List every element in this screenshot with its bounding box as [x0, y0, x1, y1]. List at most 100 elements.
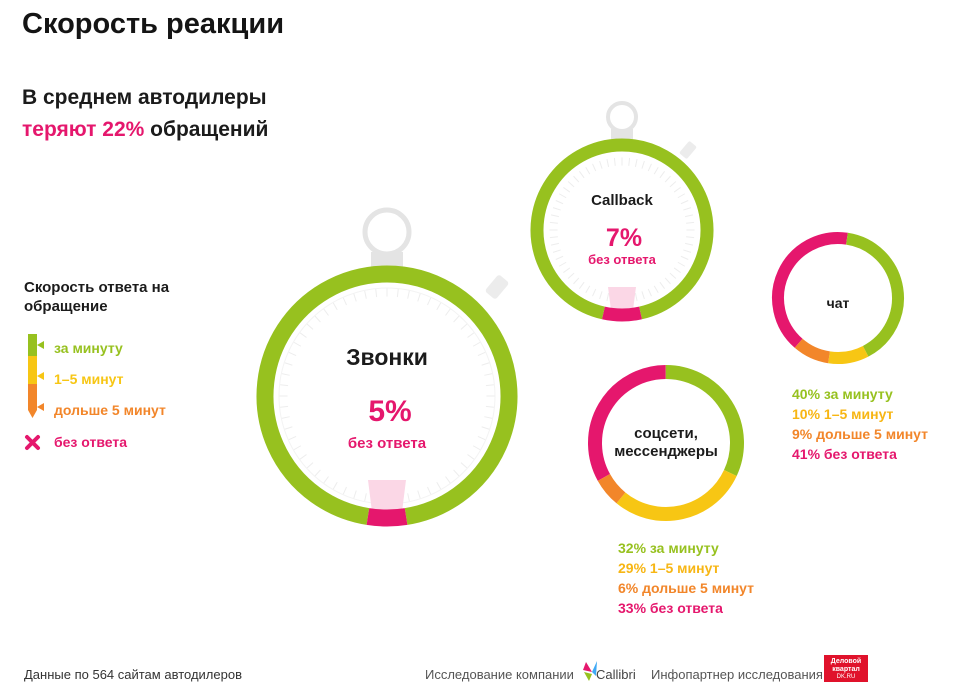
dial-hand-highlight	[608, 287, 636, 310]
chat-stat-medium: 10% 1–5 минут	[792, 406, 894, 422]
dial-tick	[573, 277, 580, 285]
dial-tick	[647, 163, 652, 172]
dial-tick	[445, 308, 451, 316]
dial-tick	[364, 290, 367, 299]
dial-ticks	[549, 157, 695, 303]
dial-tick	[306, 462, 314, 469]
dial-tick	[288, 351, 297, 356]
dial-tick	[477, 436, 486, 441]
footer-partner: Инфопартнер исследования	[651, 667, 823, 682]
donut-slice-1	[616, 469, 737, 521]
legend-swatch-medium	[28, 356, 37, 384]
dial-tick	[659, 281, 666, 289]
social-name-line1: соцсети,	[634, 425, 698, 442]
dial-tick	[484, 373, 493, 376]
calls-value: 5%	[368, 395, 411, 428]
dial-tick	[599, 160, 603, 169]
dial-tick	[573, 175, 580, 183]
legend-label-none: без ответа	[54, 434, 128, 450]
chat-stat-fast: 40% за минуту	[792, 386, 893, 402]
dial-tick	[453, 469, 460, 477]
dial-tick	[375, 289, 378, 298]
dial-tick	[684, 214, 694, 218]
dial-tick	[613, 157, 616, 166]
donut-slice-2	[597, 473, 626, 504]
dial-ticks	[279, 288, 495, 504]
dial-tick	[686, 236, 695, 239]
dial-tick	[436, 302, 442, 311]
dial-tick	[563, 267, 571, 274]
callback-caption: без ответа	[588, 252, 657, 267]
social-stat-medium: 29% 1–5 минут	[618, 560, 720, 576]
dial-tick	[558, 261, 567, 267]
dial-tick	[293, 341, 302, 347]
dial-tick	[436, 481, 442, 490]
dial-tick	[299, 332, 307, 338]
dial-tick	[641, 291, 645, 300]
dial-tick	[669, 272, 677, 279]
legend-label-medium: 1–5 минут	[54, 371, 124, 387]
dial-tick	[417, 293, 421, 302]
dial-tick	[683, 207, 692, 211]
ring-slice-no-answer	[602, 306, 642, 322]
legend-marker-slow	[37, 403, 44, 411]
page-title: Скорость реакции	[22, 8, 285, 40]
dial-tick	[484, 416, 493, 419]
dial-tick	[673, 267, 681, 274]
dial-tick	[567, 272, 575, 279]
donut-slice-3	[588, 365, 666, 481]
subtitle-highlight: теряют 22%	[22, 118, 145, 141]
dial-tick	[314, 315, 321, 323]
dial-tick	[323, 308, 329, 316]
dial-tick	[549, 221, 558, 224]
stopwatch-button-icon	[679, 141, 697, 159]
dial-tick	[606, 158, 610, 168]
dial-tick	[407, 290, 410, 299]
dial-tick	[467, 454, 475, 460]
social-stat-fast: 32% за минуту	[618, 540, 719, 556]
dial-tick	[628, 157, 631, 166]
dial-tick	[280, 405, 289, 408]
dial-tick	[353, 490, 357, 499]
dial-tick	[460, 462, 468, 469]
dial-tick	[396, 289, 399, 298]
subtitle-line2: теряют 22% обращений	[22, 118, 268, 142]
dial-tick	[460, 323, 468, 330]
dial-tick	[684, 242, 694, 246]
ring-slice-no-answer	[366, 508, 408, 527]
dial-tick	[472, 445, 481, 451]
dial-tick	[284, 426, 293, 430]
dial-tick	[332, 481, 338, 490]
dial-tick	[417, 490, 421, 499]
chat-stat-slow: 9% дольше 5 минут	[792, 426, 928, 442]
dial-tick	[332, 302, 338, 311]
dial-tick	[585, 285, 591, 294]
dial-tick	[578, 281, 585, 289]
dial-tick	[555, 255, 564, 260]
dial-tick	[552, 249, 561, 253]
subtitle-line1: В среднем автодилеры	[22, 86, 267, 109]
stopwatch-button-icon	[485, 275, 509, 299]
legend-swatch-slow	[28, 384, 37, 418]
dial-tick	[342, 486, 347, 495]
dial-tick	[680, 200, 689, 205]
donut-social: соцсети, мессенджеры	[588, 364, 744, 521]
dial-tick	[552, 207, 561, 211]
dial-tick	[550, 242, 560, 246]
stopwatch-ring-icon	[362, 207, 412, 257]
stopwatch-stem-icon	[611, 129, 633, 141]
dial-tick	[281, 373, 290, 376]
dial-tick	[477, 351, 486, 356]
dial-tick	[445, 476, 451, 484]
dial-tick	[288, 436, 297, 441]
dial-tick	[669, 181, 677, 188]
dial-tick	[353, 293, 357, 302]
dial-tick	[306, 323, 314, 330]
dial-tick	[677, 261, 686, 267]
legend-swatch-fast	[28, 334, 37, 356]
dial-tick	[284, 362, 293, 366]
stopwatch-calls: Звонки 5% без ответа	[256, 207, 518, 527]
dial-tick	[481, 362, 490, 366]
dial-tick	[653, 285, 659, 294]
legend-cross-icon	[25, 435, 40, 450]
